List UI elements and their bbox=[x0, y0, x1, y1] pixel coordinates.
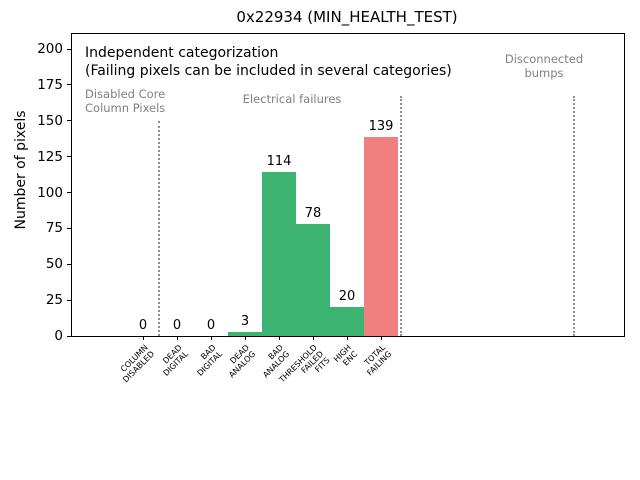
x-tick-label: COLUMN DISABLED bbox=[118, 343, 156, 385]
y-axis-label: Number of pixels bbox=[13, 110, 29, 230]
bar bbox=[364, 136, 398, 336]
y-tick-mark bbox=[67, 227, 71, 229]
y-tick-mark bbox=[67, 299, 71, 301]
chart-annotation: (Failing pixels can be included in sever… bbox=[85, 63, 452, 79]
y-tick-label: 75 bbox=[45, 220, 63, 237]
x-tick-mark bbox=[278, 336, 280, 340]
bar-value-label: 20 bbox=[338, 289, 356, 305]
bar-value-label: 0 bbox=[206, 318, 216, 333]
x-tick-label: DEAD DIGITAL bbox=[160, 343, 190, 378]
y-tick-label: 125 bbox=[37, 148, 63, 165]
x-tick-label: BAD DIGITAL bbox=[195, 343, 224, 378]
x-tick-mark bbox=[346, 336, 348, 340]
section-separator bbox=[158, 121, 160, 336]
y-tick-mark bbox=[67, 84, 71, 86]
y-tick-label: 150 bbox=[37, 112, 63, 129]
y-tick-mark bbox=[67, 120, 71, 122]
bar-value-label: 114 bbox=[266, 154, 292, 170]
x-tick-mark bbox=[380, 336, 382, 340]
x-tick-mark bbox=[312, 336, 314, 340]
chart-annotation: Disconnected bumps bbox=[504, 52, 584, 80]
bar bbox=[262, 172, 296, 336]
x-tick-mark bbox=[142, 336, 144, 340]
y-tick-mark bbox=[67, 335, 71, 337]
y-tick-label: 0 bbox=[54, 328, 63, 344]
y-tick-mark bbox=[67, 192, 71, 193]
bar-value-label: 3 bbox=[240, 313, 250, 329]
y-tick-mark bbox=[67, 156, 71, 158]
y-tick-label: 25 bbox=[45, 292, 63, 309]
x-tick-label: DEAD ANALOG bbox=[227, 343, 258, 380]
x-tick-mark bbox=[244, 336, 246, 340]
chart-annotation: Electrical failures bbox=[242, 92, 342, 106]
bar-value-label: 139 bbox=[368, 118, 394, 134]
bar bbox=[296, 224, 330, 336]
bar bbox=[228, 331, 262, 336]
bar-value-label: 78 bbox=[304, 206, 322, 222]
x-tick-label: HIGH ENC bbox=[332, 343, 360, 368]
section-separator bbox=[400, 96, 402, 336]
bar-value-label: 0 bbox=[172, 318, 182, 333]
y-tick-label: 175 bbox=[37, 76, 63, 93]
y-tick-mark bbox=[67, 48, 71, 50]
y-tick-label: 200 bbox=[37, 41, 63, 57]
bar-value-label: 0 bbox=[138, 318, 148, 333]
plot-area: 0 25 50 75 100 125 150 175 200 0 COLUMN DISABLED 0 D… bbox=[37, 33, 625, 384]
y-tick-label: 100 bbox=[37, 184, 63, 201]
chart-title: 0x22934 (MIN_HEALTH_TEST) bbox=[236, 8, 458, 26]
y-tick-mark bbox=[67, 263, 71, 265]
chart-annotation: Disabled Core Column Pixels bbox=[85, 87, 166, 115]
bar bbox=[330, 307, 364, 336]
x-tick-label: TOTAL FAILING bbox=[363, 343, 394, 378]
x-tick-mark bbox=[176, 336, 178, 340]
chart-annotation: Independent categorization bbox=[85, 45, 279, 61]
y-tick-label: 50 bbox=[45, 256, 63, 273]
section-separator bbox=[573, 96, 575, 336]
x-tick-mark bbox=[210, 336, 212, 340]
